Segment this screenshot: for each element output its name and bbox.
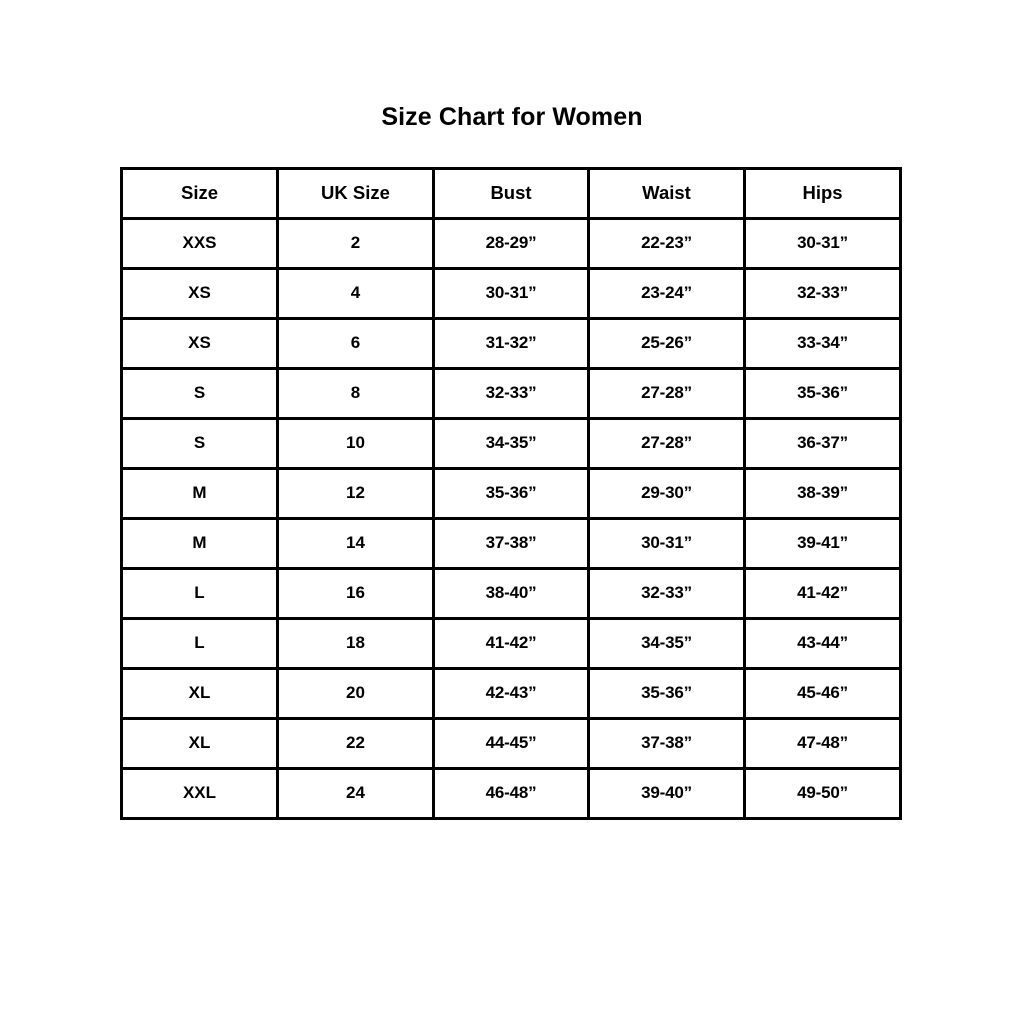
- table-cell-bust: 31-32”: [432, 317, 590, 370]
- table-cell-size: M: [120, 467, 279, 520]
- table-cell-size: XL: [120, 667, 279, 720]
- table-cell-bust: 42-43”: [432, 667, 590, 720]
- table-cell-waist: 25-26”: [587, 317, 746, 370]
- table-cell-bust: 37-38”: [432, 517, 590, 570]
- table-cell-size: S: [120, 417, 279, 470]
- table-cell-size: XXL: [120, 767, 279, 820]
- table-cell-hips: 43-44”: [743, 617, 902, 670]
- table-cell-waist: 29-30”: [587, 467, 746, 520]
- table-cell-bust: 38-40”: [432, 567, 590, 620]
- table-cell-waist: 34-35”: [587, 617, 746, 670]
- table-cell-waist: 30-31”: [587, 517, 746, 570]
- table-cell-hips: 45-46”: [743, 667, 902, 720]
- table-cell-waist: 39-40”: [587, 767, 746, 820]
- size-chart-table: Size UK Size Bust Waist Hips XXS 2 28-29” 2…: [120, 167, 902, 820]
- table-cell-size: XS: [120, 267, 279, 320]
- table-row: XS 4 30-31” 23-24” 32-33”: [120, 267, 902, 320]
- table-cell-uk: 24: [276, 767, 435, 820]
- column-header-hips: Hips: [743, 167, 902, 220]
- table-cell-hips: 36-37”: [743, 417, 902, 470]
- table-cell-waist: 37-38”: [587, 717, 746, 770]
- table-cell-bust: 44-45”: [432, 717, 590, 770]
- table-cell-hips: 33-34”: [743, 317, 902, 370]
- table-cell-uk: 6: [276, 317, 435, 370]
- table-cell-hips: 35-36”: [743, 367, 902, 420]
- table-row: XXL 24 46-48” 39-40” 49-50”: [120, 767, 902, 820]
- table-cell-bust: 46-48”: [432, 767, 590, 820]
- table-cell-hips: 38-39”: [743, 467, 902, 520]
- table-cell-size: L: [120, 617, 279, 670]
- table-cell-size: XS: [120, 317, 279, 370]
- column-header-uk-size: UK Size: [276, 167, 435, 220]
- table-row: L 16 38-40” 32-33” 41-42”: [120, 567, 902, 620]
- table-row: XS 6 31-32” 25-26” 33-34”: [120, 317, 902, 370]
- table-row: M 12 35-36” 29-30” 38-39”: [120, 467, 902, 520]
- column-header-waist: Waist: [587, 167, 746, 220]
- table-row: M 14 37-38” 30-31” 39-41”: [120, 517, 902, 570]
- table-cell-uk: 18: [276, 617, 435, 670]
- column-header-bust: Bust: [432, 167, 590, 220]
- page-title: Size Chart for Women: [381, 103, 643, 131]
- table-body: XXS 2 28-29” 22-23” 30-31” XS 4 30-31” 23-24” 32-…: [120, 217, 902, 820]
- table-cell-size: M: [120, 517, 279, 570]
- column-header-size: Size: [120, 167, 279, 220]
- table-cell-waist: 35-36”: [587, 667, 746, 720]
- table-cell-hips: 39-41”: [743, 517, 902, 570]
- table-cell-bust: 30-31”: [432, 267, 590, 320]
- table-cell-size: S: [120, 367, 279, 420]
- size-chart-table-container: Size UK Size Bust Waist Hips XXS 2 28-29” 2…: [120, 167, 902, 820]
- table-cell-bust: 34-35”: [432, 417, 590, 470]
- table-cell-bust: 35-36”: [432, 467, 590, 520]
- table-cell-waist: 32-33”: [587, 567, 746, 620]
- table-row: XL 20 42-43” 35-36” 45-46”: [120, 667, 902, 720]
- table-cell-uk: 14: [276, 517, 435, 570]
- table-cell-hips: 49-50”: [743, 767, 902, 820]
- table-cell-uk: 16: [276, 567, 435, 620]
- table-cell-bust: 28-29”: [432, 217, 590, 270]
- table-cell-hips: 32-33”: [743, 267, 902, 320]
- table-row: XL 22 44-45” 37-38” 47-48”: [120, 717, 902, 770]
- table-cell-size: XXS: [120, 217, 279, 270]
- table-cell-uk: 10: [276, 417, 435, 470]
- table-cell-bust: 41-42”: [432, 617, 590, 670]
- table-cell-hips: 30-31”: [743, 217, 902, 270]
- table-cell-hips: 41-42”: [743, 567, 902, 620]
- table-cell-bust: 32-33”: [432, 367, 590, 420]
- table-cell-size: L: [120, 567, 279, 620]
- table-cell-uk: 22: [276, 717, 435, 770]
- table-cell-uk: 12: [276, 467, 435, 520]
- table-header: Size UK Size Bust Waist Hips: [120, 167, 902, 220]
- table-cell-uk: 20: [276, 667, 435, 720]
- table-cell-uk: 8: [276, 367, 435, 420]
- table-cell-uk: 4: [276, 267, 435, 320]
- table-cell-hips: 47-48”: [743, 717, 902, 770]
- table-cell-waist: 27-28”: [587, 367, 746, 420]
- table-cell-waist: 27-28”: [587, 417, 746, 470]
- table-cell-waist: 22-23”: [587, 217, 746, 270]
- table-cell-uk: 2: [276, 217, 435, 270]
- table-row: S 8 32-33” 27-28” 35-36”: [120, 367, 902, 420]
- table-cell-size: XL: [120, 717, 279, 770]
- table-row: XXS 2 28-29” 22-23” 30-31”: [120, 217, 902, 270]
- table-row: L 18 41-42” 34-35” 43-44”: [120, 617, 902, 670]
- table-cell-waist: 23-24”: [587, 267, 746, 320]
- table-row: S 10 34-35” 27-28” 36-37”: [120, 417, 902, 470]
- table-header-row: Size UK Size Bust Waist Hips: [120, 167, 902, 220]
